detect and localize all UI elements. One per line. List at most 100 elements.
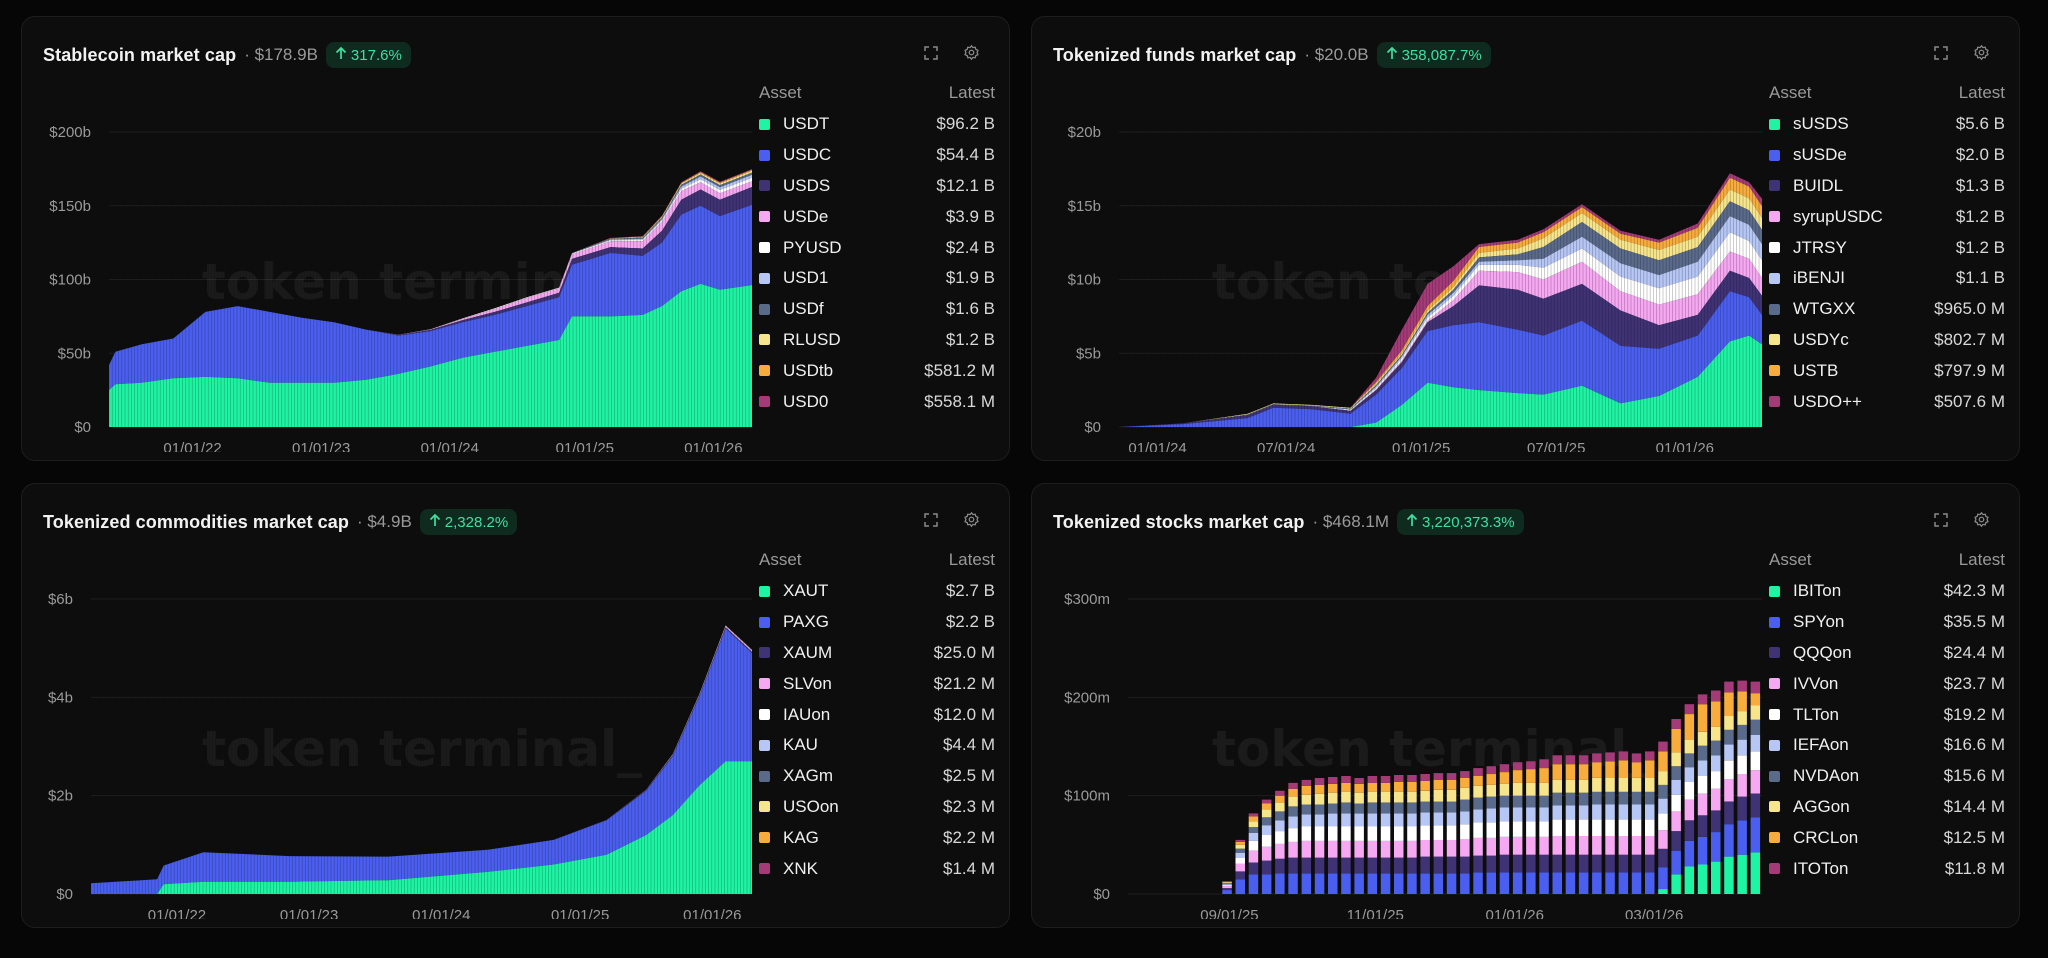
bar-segment-qqqon (1578, 854, 1589, 873)
legend-row[interactable]: XAUM $25.0 M (759, 638, 995, 669)
legend-row[interactable]: USOon $2.3 M (759, 792, 995, 823)
bar-segment-itoton (1499, 764, 1510, 773)
x-tick-label: 01/01/26 (683, 907, 741, 919)
bar-segment-crclon (1592, 762, 1602, 778)
legend-row[interactable]: sUSDe $2.0 B (1769, 140, 2005, 171)
bar-segment-qqqon (1275, 858, 1285, 874)
bar-segment-iefaon (1750, 735, 1761, 752)
legend-asset-value: $1.2 B (1955, 206, 2005, 226)
bar-segment-itoton (1235, 839, 1245, 842)
chart-area[interactable]: $0 $2b $4b $6b token terminal_ 01/01/22 01/01/… (22, 564, 762, 919)
legend-row[interactable]: USD1 $1.9 B (759, 263, 995, 294)
legend-asset-value: $3.9 B (945, 206, 995, 226)
bar-segment-itoton (1394, 775, 1404, 782)
bar-segment-aggon (1261, 809, 1272, 818)
legend-swatch (1769, 801, 1780, 813)
legend-row[interactable]: IBITon $42.3 M (1769, 576, 2005, 607)
legend-row[interactable]: USDYc $802.7 M (1769, 325, 2005, 356)
legend-row[interactable]: syrupUSDC $1.2 B (1769, 201, 2005, 232)
legend-row[interactable]: USDf $1.6 B (759, 294, 995, 325)
legend-row[interactable]: USDtb $581.2 M (759, 355, 995, 386)
bar-segment-aggon (1407, 791, 1417, 803)
bar-segment-iefaon (1222, 884, 1232, 886)
bar-segment-spyon (1750, 817, 1761, 853)
panel-total: · $178.9B (244, 45, 318, 64)
expand-icon[interactable] (1931, 43, 1950, 62)
y-tick-label: $20b (1068, 124, 1101, 141)
legend-row[interactable]: XAGm $2.5 M (759, 761, 995, 792)
legend-row[interactable]: USDO++ $507.6 M (1769, 386, 2005, 417)
chart-area[interactable]: $0$5b$10b$15b$20btoken terminal_01/01/24… (1032, 97, 1772, 452)
bar-segment-qqqon (1433, 856, 1444, 874)
legend-row[interactable]: IEFAon $16.6 M (1769, 730, 2005, 761)
legend-row[interactable]: KAG $2.2 M (759, 822, 995, 853)
legend-swatch (759, 832, 770, 844)
legend-row[interactable]: PAXG $2.2 B (759, 607, 995, 638)
legend-swatch (1769, 709, 1780, 721)
legend-row[interactable]: USTB $797.9 M (1769, 355, 2005, 386)
chart-area[interactable]: $0 $100m $200m $300m token terminal_ 09/01/25… (1032, 564, 1772, 919)
legend-row[interactable]: sUSDS $5.6 B (1769, 109, 2005, 140)
bar-segment-nvdaon (1301, 804, 1312, 815)
legend-row[interactable]: XNK $1.4 M (759, 853, 995, 884)
legend-row[interactable]: SPYon $35.5 M (1769, 607, 2005, 638)
bar-segment-aggon (1328, 792, 1338, 804)
legend-swatch (1769, 365, 1780, 377)
legend-asset-name: IEFAon (1793, 735, 1849, 755)
legend-row[interactable]: XAUT $2.7 B (759, 576, 995, 607)
legend-row[interactable]: ITOTon $11.8 M (1769, 853, 2005, 884)
gear-icon[interactable] (962, 43, 981, 62)
legend-row[interactable]: USDS $12.1 B (759, 171, 995, 202)
bar-segment-tlton (1684, 781, 1695, 800)
expand-icon[interactable] (921, 510, 940, 529)
bar-segment-nvdaon (1314, 804, 1325, 815)
bar-segment-nvdaon (1499, 795, 1510, 808)
legend-row[interactable]: iBENJI $1.1 B (1769, 263, 2005, 294)
bar-segment-itoton (1301, 779, 1312, 786)
legend-row[interactable]: BUIDL $1.3 B (1769, 171, 2005, 202)
bar-segment-itoton (1275, 790, 1285, 796)
legend-row[interactable]: TLTon $19.2 M (1769, 699, 2005, 730)
legend-row[interactable]: USDC $54.4 B (759, 140, 995, 171)
legend-row[interactable]: WTGXX $965.0 M (1769, 294, 2005, 325)
legend-row[interactable]: AGGon $14.4 M (1769, 792, 2005, 823)
legend-row[interactable]: SLVon $21.2 M (759, 668, 995, 699)
legend-row[interactable]: USD0 $558.1 M (759, 386, 995, 417)
bar-segment-aggon (1684, 739, 1695, 754)
expand-icon[interactable] (921, 43, 940, 62)
gear-icon[interactable] (1972, 510, 1991, 529)
expand-icon[interactable] (1931, 510, 1950, 529)
panel-title: Tokenized stocks market cap (1053, 511, 1305, 532)
legend-row[interactable]: NVDAon $15.6 M (1769, 761, 2005, 792)
legend-asset-value: $23.7 M (1943, 673, 2005, 693)
bar-segment-crclon (1499, 772, 1510, 784)
legend-row[interactable]: USDT $96.2 B (759, 109, 995, 140)
bar-segment-tlton (1631, 819, 1642, 836)
bar-segment-spyon (1512, 872, 1523, 894)
bar-segment-crclon (1539, 768, 1549, 783)
gear-icon[interactable] (962, 510, 981, 529)
legend-row[interactable]: JTRSY $1.2 B (1769, 232, 2005, 263)
legend-row[interactable]: KAU $4.4 M (759, 730, 995, 761)
legend-row[interactable]: IAUon $12.0 M (759, 699, 995, 730)
legend-row[interactable]: QQQon $24.4 M (1769, 638, 2005, 669)
bar-segment-tlton (1460, 824, 1470, 839)
bar-segment-crclon (1684, 714, 1695, 740)
gear-icon[interactable] (1972, 43, 1991, 62)
bar-segment-qqqon (1645, 854, 1655, 873)
legend-row[interactable]: PYUSD $2.4 B (759, 232, 995, 263)
bar-segment-spyon (1235, 879, 1245, 895)
bar-segment-ivvon (1394, 840, 1404, 858)
bar-segment-qqqon (1631, 854, 1642, 873)
legend-row[interactable]: USDe $3.9 B (759, 201, 995, 232)
legend-row[interactable]: IVVon $23.7 M (1769, 668, 2005, 699)
legend-row[interactable]: RLUSD $1.2 B (759, 325, 995, 356)
legend-asset-name: ITOTon (1793, 858, 1849, 878)
legend-row[interactable]: CRCLon $12.5 M (1769, 822, 2005, 853)
x-tick-label: 01/01/26 (1486, 907, 1544, 919)
bar-segment-aggon (1658, 771, 1668, 785)
chart-area[interactable]: $0 $50b $100b $150b $200b token terminal_ 01/0… (22, 97, 762, 452)
bar-segment-iefaon (1460, 811, 1470, 825)
bar-segment-crclon (1328, 783, 1338, 793)
